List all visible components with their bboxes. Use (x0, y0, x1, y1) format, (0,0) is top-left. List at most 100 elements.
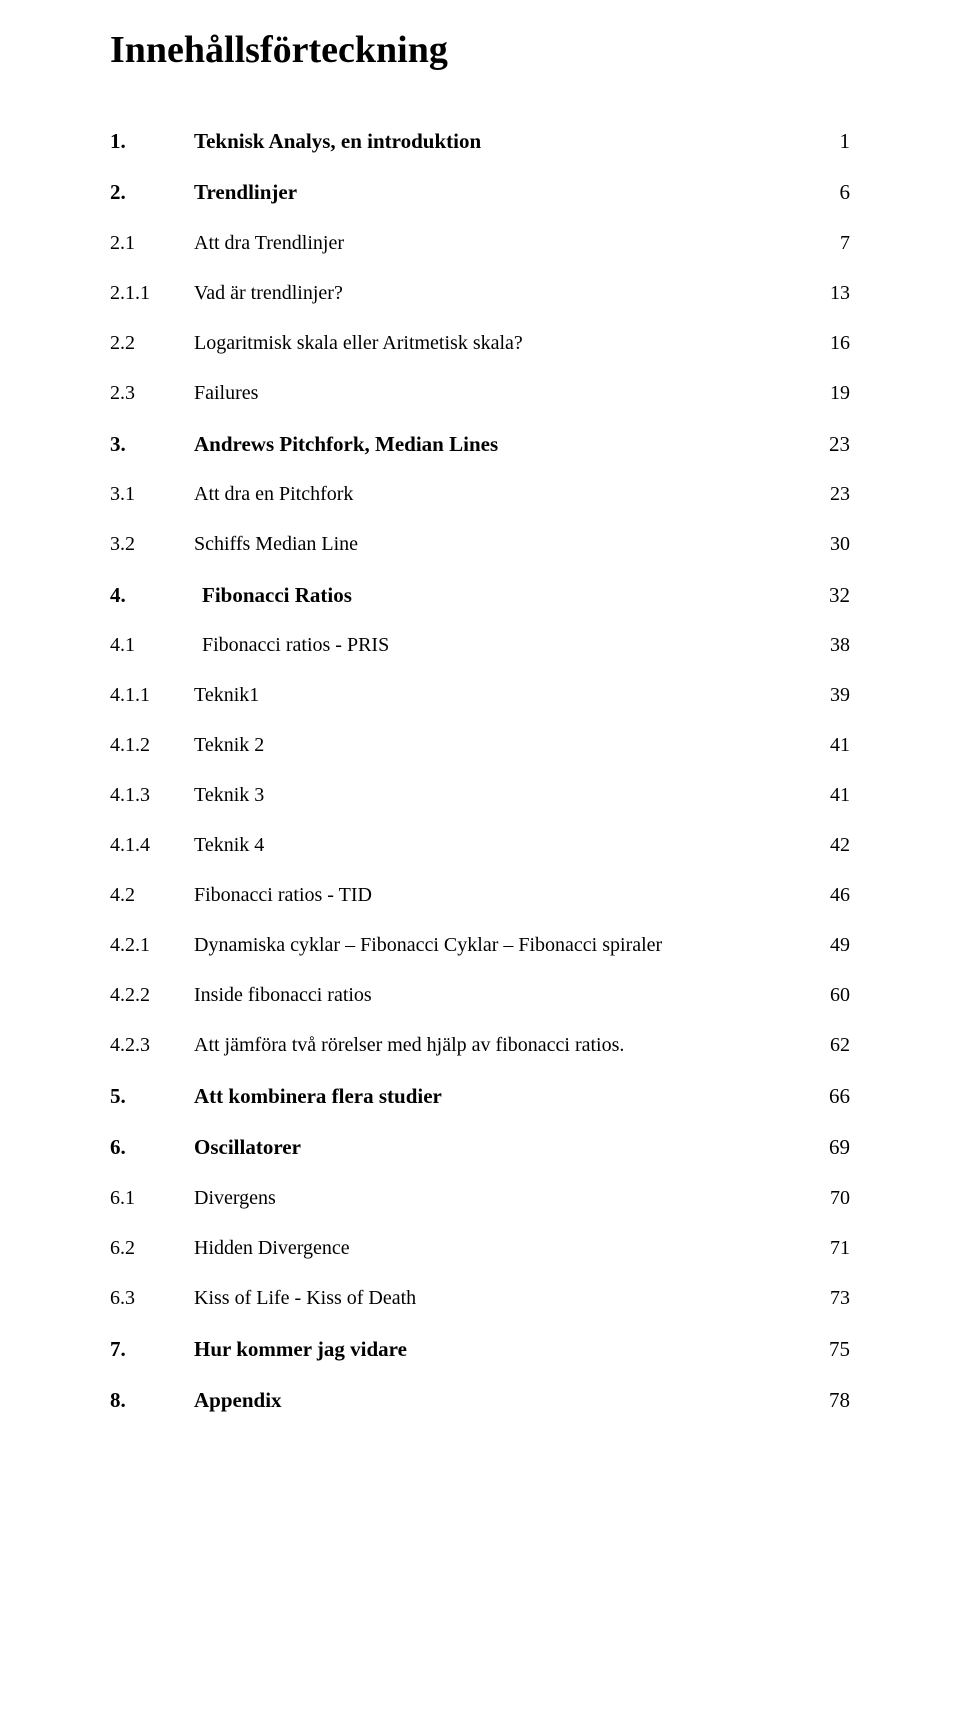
toc-entry-title: Hur kommer jag vidare (194, 1336, 814, 1362)
toc-entry: 4.1.3Teknik 341 (110, 783, 850, 808)
toc-entry-page: 41 (814, 783, 850, 808)
toc-entry-number: 2.1.1 (110, 281, 194, 306)
toc-entry-page: 73 (814, 1286, 850, 1311)
toc-entry-page: 13 (814, 281, 850, 306)
toc-entry-page: 49 (814, 933, 850, 958)
toc-entry: 5.Att kombinera flera studier66 (110, 1083, 850, 1109)
toc-entry: 3.Andrews Pitchfork, Median Lines23 (110, 431, 850, 457)
toc-entry: 4.2.3Att jämföra två rörelser med hjälp … (110, 1033, 850, 1058)
toc-entry-page: 32 (814, 582, 850, 608)
toc-entry-number: 6.2 (110, 1236, 194, 1261)
toc-list: 1.Teknisk Analys, en introduktion1 2.Tren… (110, 128, 850, 1413)
toc-entry-page: 23 (814, 482, 850, 507)
toc-entry: 3.2Schiffs Median Line30 (110, 532, 850, 557)
toc-entry-number: 2.2 (110, 331, 194, 356)
toc-entry-title: Teknik 3 (194, 783, 814, 808)
toc-entry-page: 66 (814, 1083, 850, 1109)
toc-entry-title: Failures (194, 381, 814, 406)
toc-entry-title: Trendlinjer (194, 179, 814, 205)
toc-entry-page: 71 (814, 1236, 850, 1261)
toc-entry-page: 30 (814, 532, 850, 557)
toc-entry-title: Logaritmisk skala eller Aritmetisk skala… (194, 331, 814, 356)
toc-entry: 6.3Kiss of Life - Kiss of Death73 (110, 1286, 850, 1311)
toc-entry-title: Teknik1 (194, 683, 814, 708)
toc-entry-title: Schiffs Median Line (194, 532, 814, 557)
toc-entry: 4.2Fibonacci ratios - TID46 (110, 883, 850, 908)
toc-entry-page: 75 (814, 1336, 850, 1362)
toc-entry-title: Inside fibonacci ratios (194, 983, 814, 1008)
toc-entry-number: 5. (110, 1083, 194, 1109)
toc-entry-number: 2. (110, 179, 194, 205)
toc-entry: 6.1Divergens70 (110, 1186, 850, 1211)
toc-entry-title: Appendix (194, 1387, 814, 1413)
toc-entry-page: 1 (814, 128, 850, 154)
toc-entry-title: Oscillatorer (194, 1134, 814, 1160)
toc-entry: 8.Appendix78 (110, 1387, 850, 1413)
toc-entry-page: 42 (814, 833, 850, 858)
page-title: Innehållsförteckning (110, 28, 850, 72)
toc-entry: 7.Hur kommer jag vidare75 (110, 1336, 850, 1362)
toc-entry-title: Teknik 4 (194, 833, 814, 858)
toc-entry-page: 23 (814, 431, 850, 457)
toc-entry: 4. Fibonacci Ratios32 (110, 582, 850, 608)
toc-entry-page: 6 (814, 179, 850, 205)
toc-entry: 4.1.1Teknik139 (110, 683, 850, 708)
toc-entry-number: 6. (110, 1134, 194, 1160)
toc-entry-number: 3.1 (110, 482, 194, 507)
toc-entry-page: 70 (814, 1186, 850, 1211)
toc-entry-number: 4.2.3 (110, 1033, 194, 1058)
toc-entry-number: 8. (110, 1387, 194, 1413)
toc-entry-title: Andrews Pitchfork, Median Lines (194, 431, 814, 457)
toc-entry-number: 4.2.1 (110, 933, 194, 958)
toc-entry: 1.Teknisk Analys, en introduktion1 (110, 128, 850, 154)
toc-entry-title: Att dra en Pitchfork (194, 482, 814, 507)
toc-entry-number: 1. (110, 128, 194, 154)
toc-entry-title: Fibonacci Ratios (194, 582, 814, 608)
toc-entry-number: 4.1.4 (110, 833, 194, 858)
toc-entry: 2.1.1Vad är trendlinjer?13 (110, 281, 850, 306)
toc-entry-page: 60 (814, 983, 850, 1008)
toc-entry-page: 38 (814, 633, 850, 658)
toc-entry-page: 19 (814, 381, 850, 406)
toc-entry-page: 78 (814, 1387, 850, 1413)
toc-entry: 6.Oscillatorer69 (110, 1134, 850, 1160)
toc-entry-page: 69 (814, 1134, 850, 1160)
toc-entry-number: 4.1.2 (110, 733, 194, 758)
toc-entry-number: 4.2.2 (110, 983, 194, 1008)
toc-entry: 3.1Att dra en Pitchfork23 (110, 482, 850, 507)
toc-entry: 6.2Hidden Divergence71 (110, 1236, 850, 1261)
toc-entry: 2.Trendlinjer6 (110, 179, 850, 205)
toc-entry-title: Kiss of Life - Kiss of Death (194, 1286, 814, 1311)
toc-entry-page: 62 (814, 1033, 850, 1058)
toc-entry-number: 6.1 (110, 1186, 194, 1211)
toc-entry-number: 2.3 (110, 381, 194, 406)
toc-entry: 4.1.4Teknik 442 (110, 833, 850, 858)
toc-entry: 2.2Logaritmisk skala eller Aritmetisk sk… (110, 331, 850, 356)
toc-entry: 4.1.2Teknik 241 (110, 733, 850, 758)
toc-entry-title: Divergens (194, 1186, 814, 1211)
toc-entry-title: Fibonacci ratios - TID (194, 883, 814, 908)
toc-entry-title: Att kombinera flera studier (194, 1083, 814, 1109)
toc-entry: 2.1Att dra Trendlinjer7 (110, 231, 850, 256)
toc-entry-title: Teknisk Analys, en introduktion (194, 128, 814, 154)
toc-entry-number: 4.1.3 (110, 783, 194, 808)
toc-entry-title: Att dra Trendlinjer (194, 231, 814, 256)
toc-entry: 4.2.1Dynamiska cyklar – Fibonacci Cyklar… (110, 933, 850, 958)
toc-entry-page: 41 (814, 733, 850, 758)
toc-entry-title: Dynamiska cyklar – Fibonacci Cyklar – Fi… (194, 933, 814, 958)
toc-entry-title: Att jämföra två rörelser med hjälp av fi… (194, 1033, 814, 1058)
toc-entry-number: 7. (110, 1336, 194, 1362)
toc-entry-title: Vad är trendlinjer? (194, 281, 814, 306)
toc-entry-number: 4.1 (110, 633, 194, 658)
toc-entry-number: 2.1 (110, 231, 194, 256)
toc-entry-title: Hidden Divergence (194, 1236, 814, 1261)
toc-entry-number: 3.2 (110, 532, 194, 557)
toc-entry-page: 46 (814, 883, 850, 908)
toc-entry-page: 7 (814, 231, 850, 256)
toc-entry-number: 3. (110, 431, 194, 457)
toc-entry-page: 39 (814, 683, 850, 708)
toc-entry: 2.3Failures19 (110, 381, 850, 406)
toc-entry-number: 4.2 (110, 883, 194, 908)
toc-entry-number: 4.1.1 (110, 683, 194, 708)
toc-entry-title: Teknik 2 (194, 733, 814, 758)
